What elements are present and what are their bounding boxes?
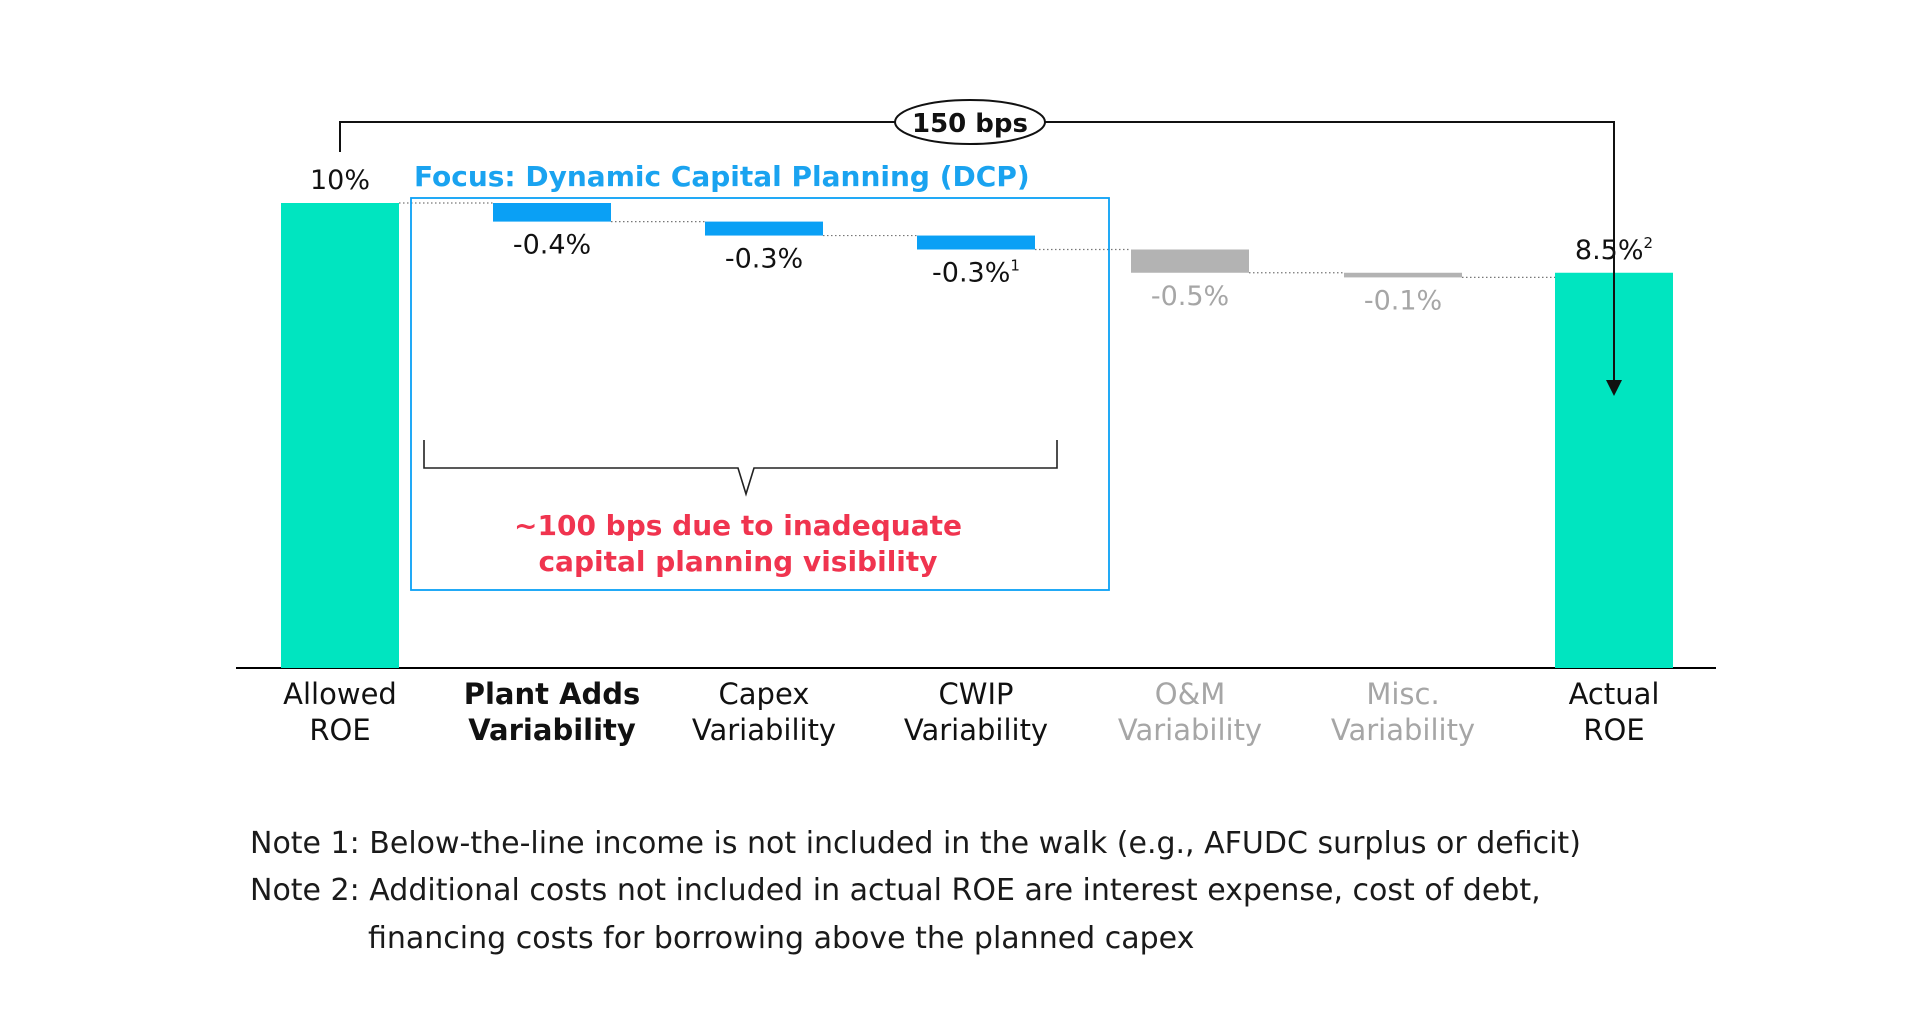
- category-label-3-line-1: Capex: [719, 677, 810, 711]
- footnote-2-line2: financing costs for borrowing above the …: [368, 921, 1195, 956]
- category-label-4-line-2: Variability: [904, 713, 1048, 747]
- category-label-5-line-1: O&M: [1155, 677, 1225, 711]
- value-label-footnote-mark: 2: [1644, 234, 1654, 252]
- brace-annotation-line-2: capital planning visibility: [538, 545, 937, 578]
- bar-4: [917, 235, 1035, 250]
- value-label-4: -0.3%1: [932, 257, 1020, 289]
- bps-bubble-label: 150 bps: [912, 109, 1028, 139]
- category-label-1-line-2: ROE: [309, 713, 370, 747]
- bar-2: [493, 203, 611, 222]
- focus-title: Focus: Dynamic Capital Planning (DCP): [414, 160, 1030, 193]
- bps-bubble: [894, 99, 1046, 145]
- category-label-6-line-1: Misc.: [1366, 677, 1439, 711]
- category-label-4-line-1: CWIP: [939, 677, 1014, 711]
- category-label-7-line-2: ROE: [1583, 713, 1644, 747]
- bracket-arrowhead-icon: [1606, 380, 1622, 396]
- category-label-5-line-2: Variability: [1118, 713, 1262, 747]
- value-label-6: -0.1%: [1364, 285, 1442, 316]
- category-label-6-line-2: Variability: [1331, 713, 1475, 747]
- waterfall-chart: 10% -0.4% -0.3% -0.3%1 -0.5% -0.1% 8.5%2 Allowe…: [236, 99, 1716, 747]
- value-label-3: -0.3%: [725, 244, 803, 275]
- bar-6: [1344, 272, 1462, 278]
- value-label-1: 10%: [310, 165, 370, 196]
- category-label-2-line-2: Variability: [468, 713, 636, 747]
- brace-annotation-line-1: ~100 bps due to inadequate: [514, 509, 962, 542]
- category-label-3-line-2: Variability: [692, 713, 836, 747]
- category-label-1-line-1: Allowed: [283, 677, 397, 711]
- value-label-5: -0.5%: [1151, 281, 1229, 312]
- bar-5: [1131, 249, 1249, 273]
- category-label-7-line-1: Actual: [1569, 677, 1660, 711]
- value-label-footnote-mark: 1: [1010, 257, 1020, 275]
- footnote-1: Note 1: Below-the-line income is not inc…: [250, 826, 1581, 861]
- footnote-2: Note 2: Additional costs not included in…: [250, 873, 1541, 956]
- bar-3: [705, 221, 823, 236]
- footnote-2-line1: Note 2: Additional costs not included in…: [250, 873, 1541, 908]
- value-label-2: -0.4%: [513, 230, 591, 261]
- brace: [423, 440, 1058, 497]
- category-label-2-line-1: Plant Adds: [464, 677, 641, 711]
- bar-1: [281, 203, 399, 668]
- value-label-7: 8.5%2: [1575, 234, 1653, 266]
- focus-box: [410, 197, 1110, 591]
